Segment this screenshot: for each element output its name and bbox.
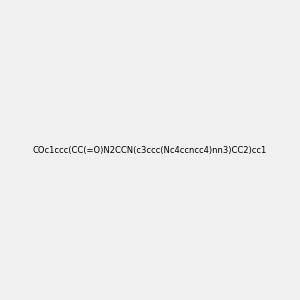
- Text: COc1ccc(CC(=O)N2CCN(c3ccc(Nc4ccncc4)nn3)CC2)cc1: COc1ccc(CC(=O)N2CCN(c3ccc(Nc4ccncc4)nn3)…: [33, 146, 267, 154]
